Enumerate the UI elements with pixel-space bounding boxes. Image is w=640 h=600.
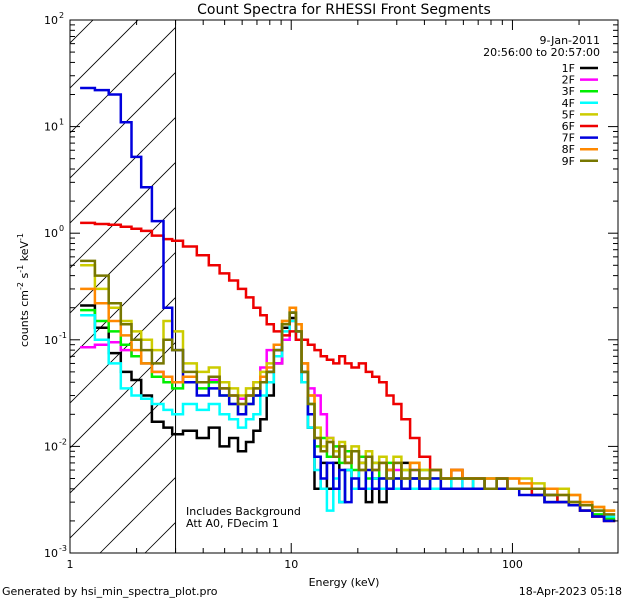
x-axis-label: Energy (keV)	[309, 576, 380, 589]
footer-generated-by: Generated by hsi_min_spectra_plot.pro	[2, 585, 218, 598]
legend-label-2F: 2F	[562, 74, 575, 87]
hatch-line	[70, 26, 176, 134]
legend-label-9F: 9F	[562, 155, 575, 168]
footer-timestamp: 18-Apr-2023 05:18	[519, 585, 622, 598]
hatch-line	[70, 161, 176, 269]
y-tick-exponent: -3	[59, 544, 67, 553]
y-tick-label: 10	[44, 227, 58, 240]
legend-label-1F: 1F	[562, 62, 575, 75]
hatch-line	[70, 206, 176, 314]
legend-label-8F: 8F	[562, 143, 575, 156]
y-tick-label: 10	[44, 121, 58, 134]
date-label: 9-Jan-2011	[540, 34, 601, 47]
legend-label-3F: 3F	[562, 85, 575, 98]
x-tick-label: 10	[284, 558, 298, 571]
series-9F	[80, 259, 616, 516]
hatch-line	[70, 20, 139, 89]
hatch-line	[70, 251, 176, 359]
legend-label-6F: 6F	[562, 120, 575, 133]
excluded-region-hatch	[70, 20, 176, 553]
legend-label-7F: 7F	[562, 132, 575, 145]
axis-ticks	[69, 20, 619, 554]
y-tick-exponent: -1	[59, 331, 67, 340]
x-tick-label: 1	[67, 558, 74, 571]
y-tick-exponent: -2	[59, 437, 67, 446]
y-tick-label: 10	[44, 14, 58, 27]
y-tick-exponent: 1	[59, 118, 64, 127]
y-tick-label: 10	[44, 334, 58, 347]
hatch-line	[70, 386, 176, 494]
annotation-background: Includes Background	[186, 505, 301, 518]
annotation-attenuator: Att A0, FDecim 1	[186, 517, 279, 530]
time-range-label: 20:56:00 to 20:57:00	[483, 46, 600, 59]
series-layer	[80, 20, 616, 553]
y-axis-label: counts cm-2 s-1 keV-1	[16, 233, 31, 347]
y-tick-exponent: 2	[59, 11, 64, 20]
y-tick-exponent: 0	[59, 224, 64, 233]
chart-title: Count Spectra for RHESSI Front Segments	[197, 2, 491, 18]
hatch-line	[70, 431, 176, 539]
y-tick-label: 10	[44, 440, 58, 453]
x-tick-label: 100	[502, 558, 523, 571]
legend-label-5F: 5F	[562, 108, 575, 121]
plot-frame	[69, 19, 619, 554]
y-tick-label: 10	[44, 547, 58, 560]
legend-label-4F: 4F	[562, 97, 575, 110]
